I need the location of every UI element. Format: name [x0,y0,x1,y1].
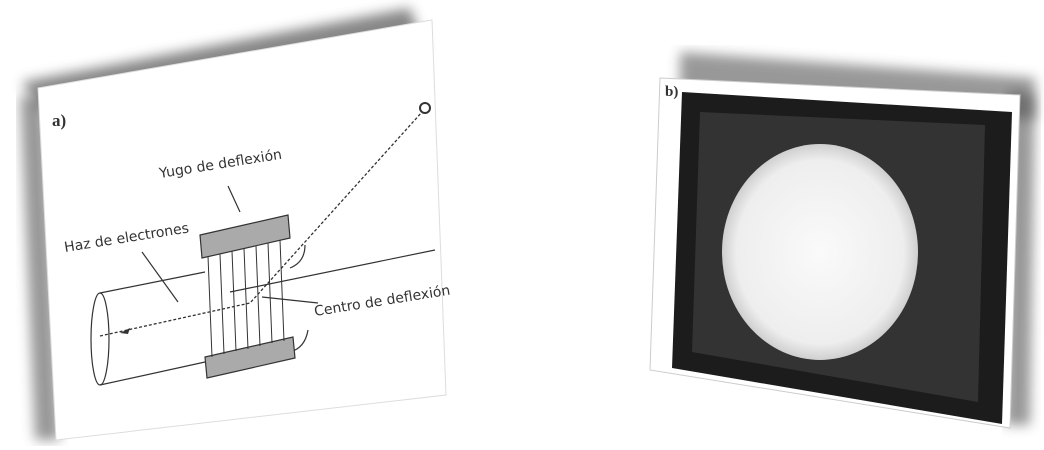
raster-circle [722,144,918,360]
panel-a: a) [20,8,451,440]
figure: a) [0,0,1044,446]
panel-b: b) [650,52,1035,428]
panel-label: b) [665,84,678,100]
page: a) [0,0,1044,446]
panel-label: a) [52,111,66,130]
